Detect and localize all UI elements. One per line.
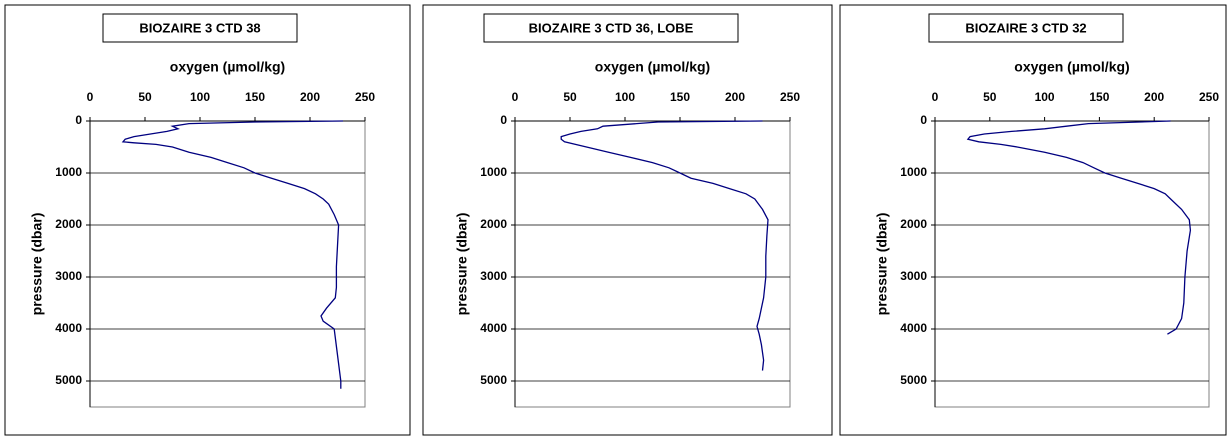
x-tick-label: 200 [725,90,745,104]
x-tick-label: 250 [355,90,375,104]
x-tick-label: 150 [670,90,690,104]
profile-line [121,120,344,389]
y-tick-label: 2000 [900,217,927,231]
y-axis-title: pressure (dbar) [454,213,470,316]
x-tick-label: 50 [563,90,577,104]
y-tick-label: 3000 [900,269,927,283]
x-tick-label: 150 [1089,90,1109,104]
y-tick-label: 4000 [900,321,927,335]
y-tick-label: 1000 [55,165,82,179]
y-axis-title: pressure (dbar) [29,213,45,316]
y-tick-label: 1000 [480,165,507,179]
y-tick-label: 5000 [55,373,82,387]
x-tick-label: 100 [615,90,635,104]
x-tick-label: 0 [87,90,94,104]
x-tick-label: 250 [1199,90,1219,104]
profile-line [966,120,1192,335]
x-tick-label: 150 [245,90,265,104]
x-axis-title: oxygen (µmol/kg) [595,59,710,75]
chart-title: BIOZAIRE 3 CTD 32 [965,20,1086,35]
y-tick-label: 2000 [480,217,507,231]
y-tick-label: 2000 [55,217,82,231]
profile-line [560,120,769,371]
y-tick-label: 3000 [55,269,82,283]
y-tick-label: 4000 [55,321,82,335]
y-tick-label: 5000 [900,373,927,387]
y-tick-label: 3000 [480,269,507,283]
title-box [102,13,298,43]
x-tick-label: 0 [512,90,519,104]
x-tick-label: 100 [1035,90,1055,104]
chart-title: BIOZAIRE 3 CTD 36, LOBE [529,20,694,35]
x-tick-label: 250 [780,90,800,104]
y-tick-label: 5000 [480,373,507,387]
x-axis-title: oxygen (µmol/kg) [1014,59,1129,75]
x-tick-label: 50 [983,90,997,104]
y-axis-title: pressure (dbar) [874,213,890,316]
y-tick-label: 0 [75,113,82,127]
x-tick-label: 100 [190,90,210,104]
title-box [928,13,1124,43]
chart-title: BIOZAIRE 3 CTD 38 [139,20,260,35]
x-tick-label: 200 [1144,90,1164,104]
y-tick-label: 4000 [480,321,507,335]
y-tick-label: 1000 [900,165,927,179]
y-tick-label: 0 [500,113,507,127]
x-tick-label: 50 [138,90,152,104]
y-tick-label: 0 [920,113,927,127]
x-tick-label: 200 [300,90,320,104]
panel-border [839,4,1227,436]
title-box [483,13,739,43]
x-axis-title: oxygen (µmol/kg) [170,59,285,75]
x-tick-label: 0 [932,90,939,104]
panel-border [4,4,411,436]
